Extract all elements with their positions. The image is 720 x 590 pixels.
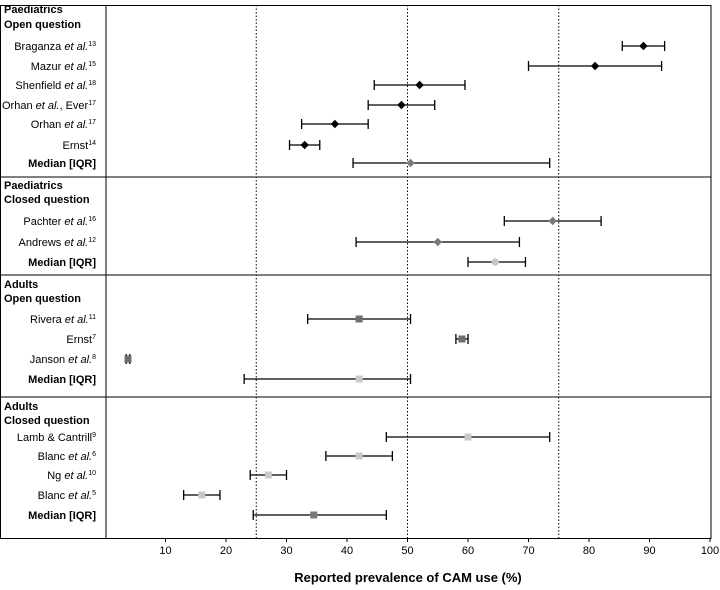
x-tick-label: 60: [462, 545, 474, 557]
plot-frame: [0, 5, 712, 539]
study-label: Lamb & Cantrill9: [17, 432, 96, 444]
x-tick-label: 20: [220, 545, 232, 557]
study-label: Orhan et al., Ever17: [2, 100, 96, 112]
group-title: Adults: [4, 279, 38, 291]
median-row-label: Median [IQR]: [28, 158, 96, 170]
point-marker-diamond: [433, 237, 442, 247]
x-tick-label: 100: [701, 545, 719, 557]
study-label: Andrews et al.12: [19, 237, 97, 249]
x-tick-label: 70: [522, 545, 534, 557]
study-label: Blanc et al.6: [38, 451, 96, 463]
study-label: Orhan et al.17: [31, 119, 96, 131]
study-label: Rivera et al.11: [30, 314, 96, 326]
point-marker-square: [264, 471, 272, 479]
group-title: Paediatrics: [4, 4, 63, 16]
group-title: Adults: [4, 401, 38, 413]
x-tick-label: 40: [341, 545, 353, 557]
study-label: Ernst7: [66, 334, 96, 346]
median-row-label: Median [IQR]: [28, 374, 96, 386]
point-marker-square: [198, 491, 206, 499]
study-label: Janson et al.8: [30, 354, 96, 366]
point-marker-diamond: [590, 61, 600, 71]
point-marker-square: [310, 511, 318, 519]
point-marker-diamond: [330, 119, 340, 129]
point-marker-diamond: [406, 158, 415, 168]
group-title: Open question: [4, 19, 81, 31]
point-marker-square: [124, 355, 132, 363]
group-title: Closed question: [4, 415, 90, 427]
x-axis-title: Reported prevalence of CAM use (%): [294, 570, 522, 585]
study-label: Braganza et al.13: [14, 41, 96, 53]
study-label: Shenfield et al.18: [15, 80, 96, 92]
study-label: Ernst14: [63, 140, 97, 152]
x-tick-label: 10: [159, 545, 171, 557]
point-marker-diamond: [415, 80, 424, 90]
study-label: Mazur et al.15: [31, 61, 96, 73]
group-title: Open question: [4, 293, 81, 305]
point-marker-diamond: [548, 216, 557, 226]
point-marker-square: [464, 433, 472, 441]
x-tick-label: 30: [280, 545, 292, 557]
point-marker-diamond: [397, 100, 406, 110]
x-tick-label: 50: [401, 545, 413, 557]
point-marker-square: [355, 452, 363, 460]
point-marker-square: [458, 335, 466, 343]
median-row-label: Median [IQR]: [28, 510, 96, 522]
point-marker-circle: [491, 258, 500, 266]
x-tick-label: 90: [643, 545, 655, 557]
x-tick-label: 80: [583, 545, 595, 557]
median-row-label: Median [IQR]: [28, 257, 96, 269]
point-marker-square: [355, 315, 363, 323]
study-label: Blanc et al.5: [38, 490, 96, 502]
study-label: Ng et al.10: [47, 470, 96, 482]
group-title: Paediatrics: [4, 180, 63, 192]
group-title: Closed question: [4, 194, 90, 206]
point-marker-square: [355, 375, 363, 383]
point-marker-diamond: [300, 140, 309, 150]
study-label: Pachter et al.16: [23, 216, 96, 228]
point-marker-diamond: [639, 41, 648, 51]
